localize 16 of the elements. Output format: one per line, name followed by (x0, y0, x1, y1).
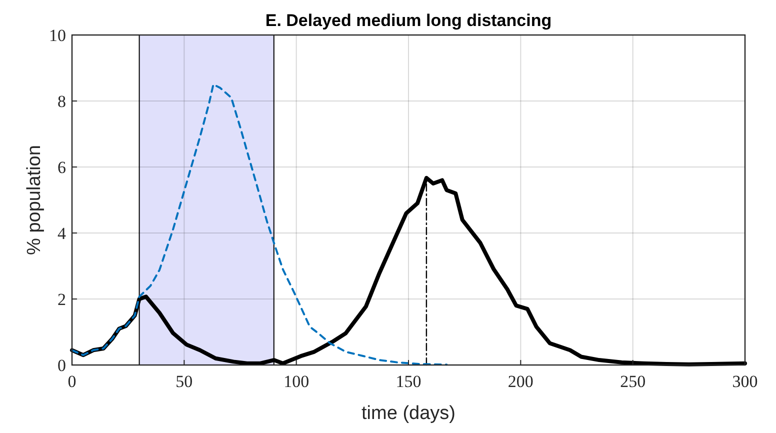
x-tick-label: 300 (732, 372, 758, 391)
y-tick-label: 0 (58, 356, 66, 375)
x-tick-label: 200 (508, 372, 534, 391)
x-tick-label: 150 (396, 372, 422, 391)
x-tick-label: 100 (284, 372, 310, 391)
x-tick-label: 50 (176, 372, 193, 391)
y-tick-label: 6 (58, 158, 66, 177)
y-tick-label: 4 (58, 224, 66, 243)
line-series (71, 84, 448, 366)
y-tick-label: 8 (58, 92, 66, 111)
y-tick-label: 10 (49, 26, 66, 45)
x-axis-title: time (days) (362, 403, 456, 424)
y-axis-title: % population (24, 145, 45, 255)
x-tick-label: 250 (620, 372, 646, 391)
y-tick-label: 2 (58, 290, 66, 309)
chart-title: E. Delayed medium long distancing (265, 11, 552, 30)
